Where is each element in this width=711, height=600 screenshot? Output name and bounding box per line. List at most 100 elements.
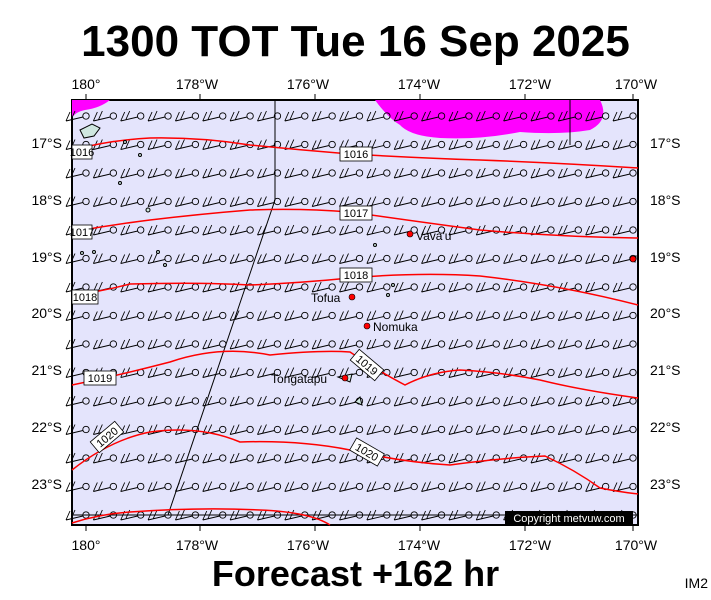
- wind-barb: [612, 367, 637, 378]
- boundary-line: [167, 199, 276, 516]
- wind-barb: [530, 481, 555, 492]
- wind-barb: [202, 338, 227, 350]
- wind-barb: [612, 167, 637, 179]
- wind-barb: [585, 253, 610, 264]
- island: [163, 263, 167, 267]
- lat-label: 18°S: [31, 192, 62, 208]
- isobar-label: 1016: [344, 149, 368, 161]
- wind-barb: [65, 196, 90, 207]
- wind-barb: [366, 481, 391, 492]
- wind-barb: [366, 253, 391, 264]
- place-label: Tongatapu: [271, 372, 327, 386]
- isobar-line: [71, 137, 639, 169]
- city-marker: [363, 322, 371, 330]
- wind-barb: [585, 139, 610, 150]
- wind-barb: [421, 452, 446, 464]
- credit-text: Copyright metvuw.com: [513, 513, 624, 525]
- wind-barb: [65, 110, 90, 122]
- lat-label: 19°S: [31, 249, 62, 265]
- wind-barb: [92, 196, 118, 207]
- wind-barb: [174, 110, 200, 122]
- wind-barb: [557, 424, 582, 435]
- wind-barb: [174, 481, 200, 492]
- wind-barb: [311, 481, 336, 492]
- wind-barb: [421, 224, 446, 236]
- lon-label: 172°W: [509, 76, 552, 92]
- wind-barb: [503, 395, 528, 407]
- wind-barb: [503, 139, 528, 150]
- islands: [79, 123, 637, 406]
- wind-barb: [257, 338, 282, 350]
- lon-label: 174°W: [398, 76, 441, 92]
- wind-barb: [65, 253, 90, 264]
- wind-barb: [311, 310, 336, 321]
- wind-barb: [202, 196, 227, 207]
- wind-barb: [393, 196, 418, 207]
- wind-barbs: [65, 110, 637, 521]
- wind-barb: [475, 509, 500, 521]
- lon-label: 174°W: [398, 537, 441, 553]
- wind-barb: [284, 338, 309, 350]
- isobar-label: 1018: [344, 270, 368, 282]
- wind-barb: [120, 110, 145, 122]
- wind-barb: [339, 481, 364, 492]
- wind-barb: [393, 367, 418, 378]
- place-label: Tofua: [311, 291, 341, 305]
- wind-barb: [585, 110, 610, 122]
- wind-barb: [257, 310, 282, 321]
- wind-barb: [475, 281, 500, 293]
- wind-barb: [202, 481, 227, 492]
- wind-barb: [475, 424, 500, 435]
- wind-barb: [120, 253, 145, 264]
- wind-barb: [448, 395, 473, 407]
- wind-barb: [339, 509, 364, 521]
- wind-barb: [229, 338, 254, 350]
- wind-barb: [393, 281, 418, 293]
- lon-label: 176°W: [287, 537, 330, 553]
- wind-barb: [585, 395, 610, 407]
- island: [156, 250, 160, 254]
- wind-barb: [366, 509, 391, 521]
- wind-barb: [393, 509, 418, 521]
- wind-barb: [366, 167, 391, 179]
- place-label: Nomuka: [373, 320, 418, 334]
- wind-barb: [393, 139, 418, 150]
- wind-barb: [229, 253, 254, 264]
- wind-barb: [120, 338, 145, 350]
- wind-barb: [202, 310, 227, 321]
- wind-barb: [585, 281, 610, 293]
- island: [138, 153, 142, 157]
- wind-barb: [284, 424, 309, 435]
- wind-barb: [65, 167, 90, 179]
- wind-barb: [202, 253, 227, 264]
- wind-barb: [585, 452, 610, 464]
- wind-barb: [339, 110, 364, 122]
- wind-barb: [147, 224, 172, 236]
- lat-label: 19°S: [650, 249, 681, 265]
- wind-barb: [393, 338, 418, 350]
- wind-barb: [339, 253, 364, 264]
- wind-barb: [92, 509, 118, 521]
- lon-label: 172°W: [509, 537, 552, 553]
- wind-barb: [120, 452, 145, 464]
- wind-barb: [530, 310, 555, 321]
- lat-label: 21°S: [650, 362, 681, 378]
- lat-label: 21°S: [31, 362, 62, 378]
- lat-label: 22°S: [31, 419, 62, 435]
- wind-barb: [202, 452, 227, 464]
- wind-barb: [229, 481, 254, 492]
- city-marker: [406, 230, 414, 238]
- wind-barb: [421, 110, 446, 122]
- wind-barb: [557, 110, 582, 122]
- wind-barb: [612, 224, 637, 236]
- wind-barb: [120, 196, 145, 207]
- wind-barb: [585, 196, 610, 207]
- lon-labels-bottom: 180° 178°W 176°W 174°W 172°W 170°W: [72, 537, 658, 553]
- wind-barb: [475, 167, 500, 179]
- wind-barb: [311, 110, 336, 122]
- wind-barb: [202, 224, 227, 236]
- image-code: IM2: [684, 575, 708, 591]
- wind-barb: [147, 338, 172, 350]
- wind-barb: [612, 196, 637, 207]
- wind-barb: [475, 338, 500, 350]
